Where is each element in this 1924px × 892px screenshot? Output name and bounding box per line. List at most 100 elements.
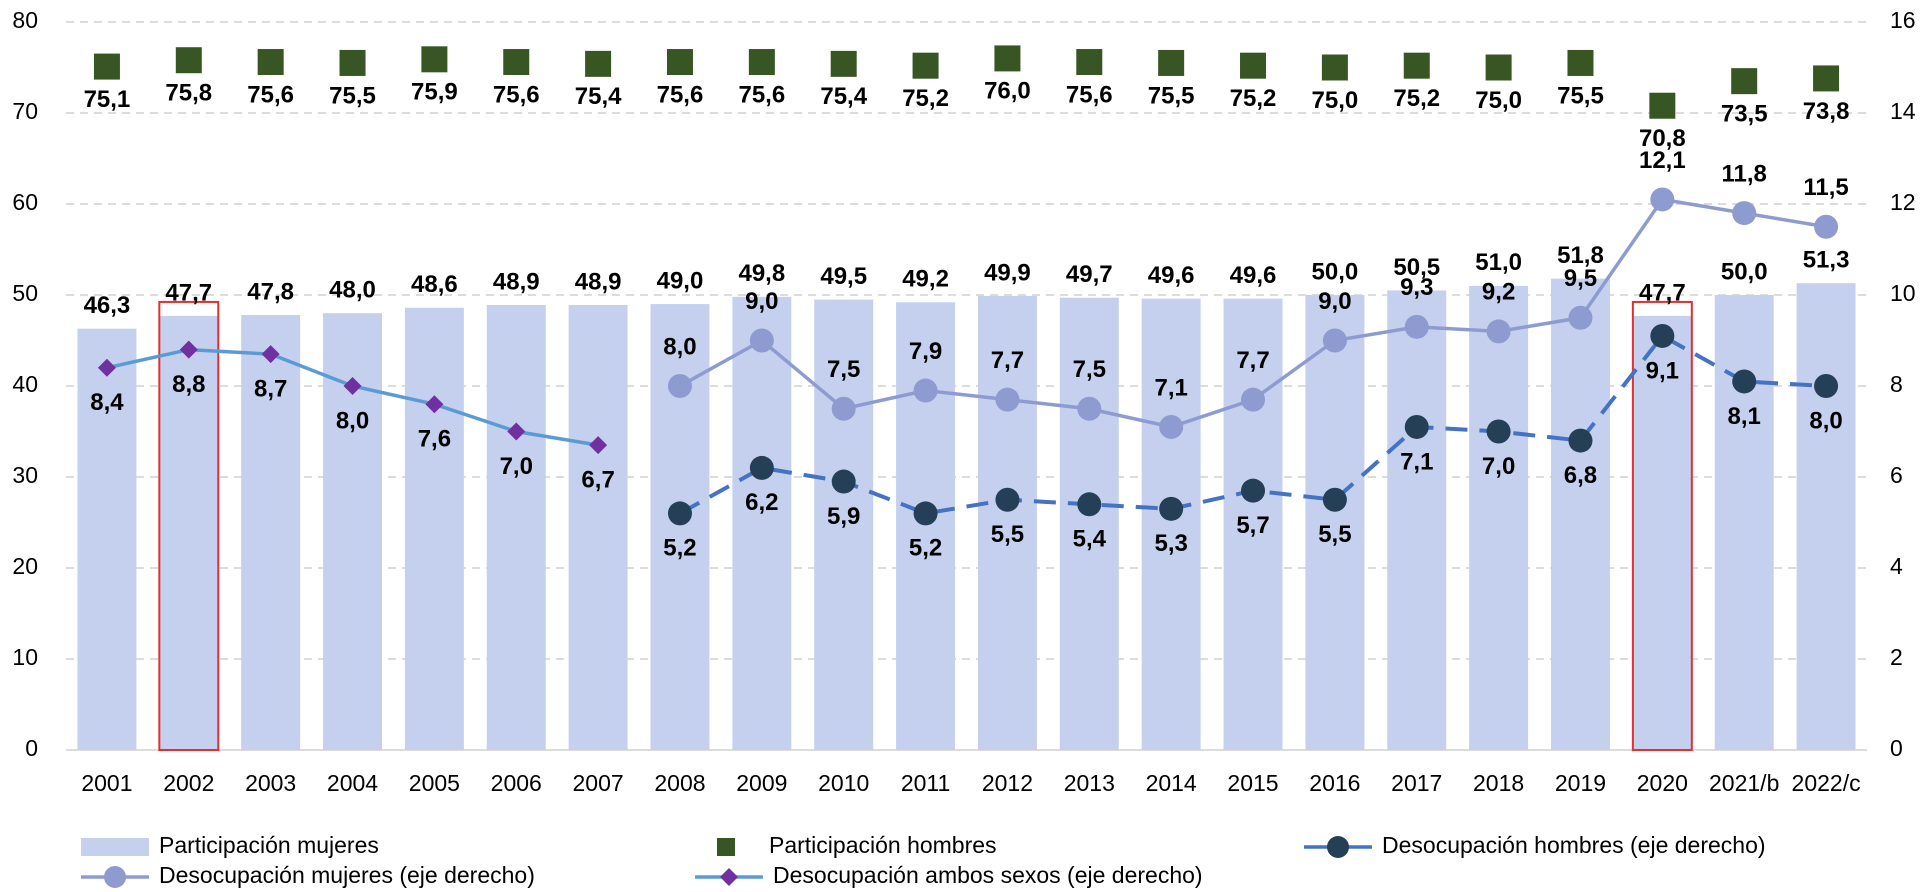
bar-label: 49,6	[1148, 262, 1195, 289]
point-label: 11,8	[1722, 160, 1767, 187]
legend-label: Desocupación hombres (eje derecho)	[1382, 832, 1766, 858]
legend-label: Participación mujeres	[159, 832, 379, 858]
bar-label: 49,7	[1066, 261, 1113, 288]
bar-label: 48,6	[411, 271, 458, 298]
x-tick-label: 2012	[982, 770, 1033, 796]
point-label: 7,0	[500, 453, 533, 480]
square-label: 75,5	[1557, 82, 1604, 109]
bar	[1059, 297, 1119, 750]
bar-label: 48,9	[493, 268, 540, 295]
bar	[1469, 285, 1529, 750]
square-label: 75,2	[902, 85, 949, 112]
point-label: 7,0	[1482, 453, 1515, 480]
bar	[1632, 315, 1692, 750]
legend-label: Participación hombres	[769, 832, 997, 858]
square-marker	[1567, 49, 1594, 76]
circle-marker	[1404, 314, 1429, 339]
y2-tick-label: 14	[1890, 98, 1916, 124]
square-marker	[503, 49, 530, 76]
circle-marker	[1077, 396, 1102, 421]
point-label: 6,2	[745, 489, 778, 516]
x-tick-label: 2001	[81, 770, 132, 796]
bar-label: 49,0	[657, 267, 704, 294]
bar	[77, 328, 137, 750]
circle-marker	[831, 469, 856, 494]
point-label: 5,2	[909, 535, 942, 562]
point-label: 5,2	[663, 535, 696, 562]
square-label: 75,5	[329, 82, 376, 109]
point-label: 6,7	[581, 466, 614, 493]
y2-tick-label: 4	[1890, 553, 1903, 579]
legend-label: Desocupación mujeres (eje derecho)	[159, 862, 535, 888]
bar-label: 47,7	[165, 279, 212, 306]
circle-marker	[1650, 187, 1675, 212]
square-label: 73,8	[1803, 98, 1850, 125]
bar-label: 48,0	[329, 277, 376, 304]
bar-label: 46,3	[84, 292, 131, 319]
circle-marker	[913, 501, 938, 526]
bar-label: 49,9	[984, 259, 1031, 286]
x-tick-label: 2020	[1637, 770, 1688, 796]
point-label: 8,4	[90, 389, 124, 416]
square-marker	[585, 50, 612, 77]
x-tick-label: 2007	[573, 770, 624, 796]
y2-tick-label: 12	[1890, 189, 1916, 215]
square-label: 75,0	[1475, 87, 1522, 114]
legend-swatch	[717, 838, 735, 856]
bar	[650, 304, 710, 750]
y2-tick-label: 2	[1890, 644, 1903, 670]
bar-label: 49,2	[902, 266, 949, 293]
point-label: 9,3	[1400, 274, 1433, 301]
point-label: 9,0	[745, 288, 778, 315]
circle-marker	[1568, 428, 1593, 453]
point-label: 8,0	[1809, 407, 1842, 434]
circle-marker	[913, 378, 938, 403]
x-tick-label: 2005	[409, 770, 460, 796]
circle-marker	[1650, 323, 1675, 348]
y-tick-label: 60	[12, 189, 38, 215]
point-label: 7,5	[1073, 356, 1106, 383]
square-marker	[830, 50, 857, 77]
square-label: 76,0	[984, 78, 1031, 105]
square-label: 75,6	[738, 81, 785, 108]
diamond-marker	[97, 358, 116, 377]
bar	[896, 302, 956, 750]
x-tick-label: 2003	[245, 770, 296, 796]
bar	[814, 299, 874, 750]
bar-label: 50,0	[1721, 258, 1768, 285]
circle-marker	[1077, 492, 1102, 517]
square-label: 73,5	[1721, 100, 1768, 127]
point-label: 8,8	[172, 371, 205, 398]
circle-marker	[1732, 369, 1757, 394]
circle-marker	[1159, 414, 1184, 439]
square-marker	[994, 45, 1021, 72]
diamond-marker	[507, 422, 526, 441]
square-label: 75,9	[411, 79, 458, 106]
square-marker	[1240, 52, 1267, 79]
x-tick-label: 2004	[327, 770, 378, 796]
bar-label: 49,5	[820, 263, 867, 290]
square-label: 75,0	[1312, 87, 1359, 114]
x-tick-label: 2006	[491, 770, 542, 796]
bar-label: 51,3	[1803, 247, 1850, 274]
x-tick-label: 2016	[1309, 770, 1360, 796]
square-marker	[1731, 68, 1758, 95]
point-label: 5,9	[827, 503, 860, 530]
point-label: 7,7	[991, 347, 1024, 374]
point-label: 9,0	[1318, 288, 1351, 315]
x-tick-label: 2008	[654, 770, 705, 796]
x-tick-label: 2010	[818, 770, 869, 796]
point-label: 5,3	[1154, 530, 1187, 557]
point-label: 5,5	[1318, 521, 1351, 548]
x-tick-label: 2013	[1064, 770, 1115, 796]
point-label: 7,1	[1154, 374, 1187, 401]
point-label: 11,5	[1803, 174, 1848, 201]
y-tick-label: 20	[12, 553, 38, 579]
point-label: 9,2	[1482, 279, 1515, 306]
square-label: 75,6	[1066, 81, 1113, 108]
circle-marker	[1322, 487, 1347, 512]
point-label: 7,1	[1400, 448, 1433, 475]
diamond-marker	[261, 345, 280, 364]
bar-label: 51,0	[1475, 249, 1522, 276]
circle-marker	[1568, 305, 1593, 330]
